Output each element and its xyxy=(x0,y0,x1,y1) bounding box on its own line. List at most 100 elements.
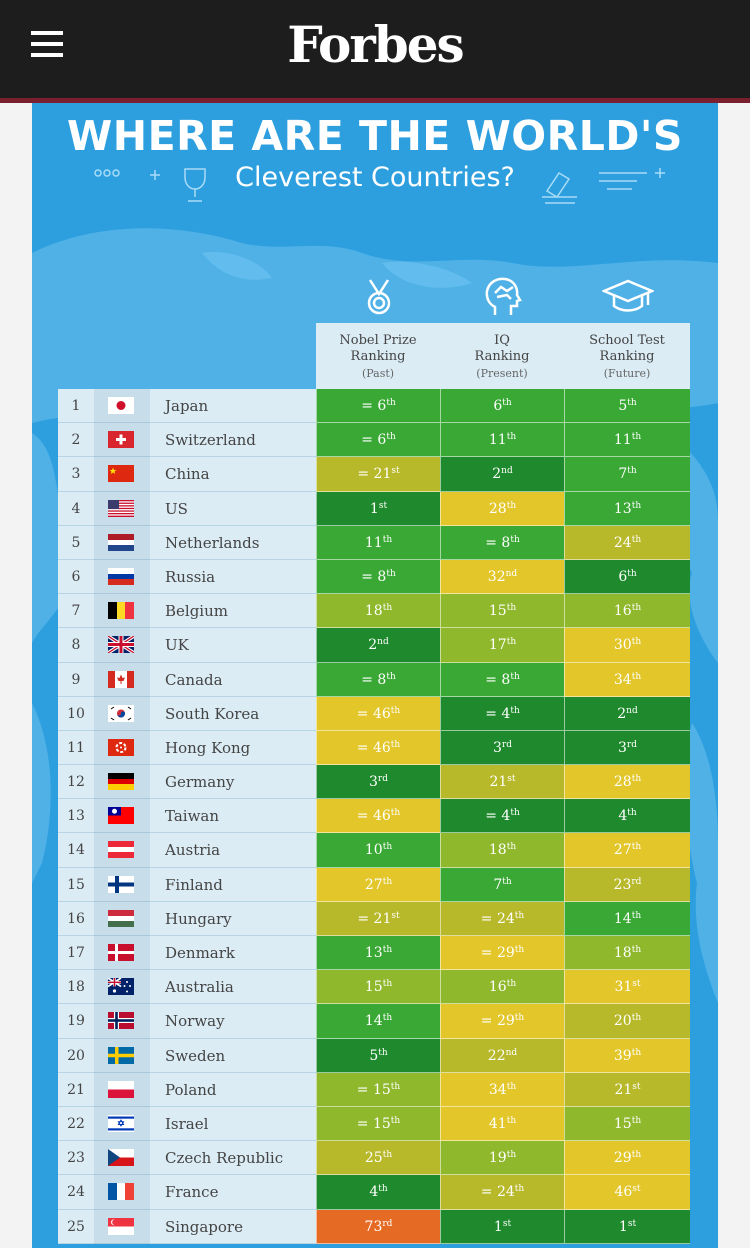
rank-suffix: th xyxy=(382,534,393,545)
rank-suffix: st xyxy=(507,774,516,785)
country-name: Sweden xyxy=(150,1038,316,1073)
rank-suffix: st xyxy=(627,1218,637,1229)
rank-value: 1 xyxy=(369,500,379,517)
rank-suffix: th xyxy=(506,432,517,443)
rank-value: 3 xyxy=(618,739,627,756)
rank-value: 31 xyxy=(614,979,633,996)
rank-suffix: nd xyxy=(505,568,518,579)
rank-suffix: th xyxy=(627,398,637,408)
rank-value: 15 xyxy=(364,979,383,996)
rank-number: 21 xyxy=(58,1072,94,1107)
flag-taiwan-icon xyxy=(108,807,134,825)
rank-value: 34 xyxy=(488,1081,507,1098)
school-rank-cell: 7th xyxy=(564,457,690,492)
table-row: 7 Belgium 18th 15th 16th xyxy=(58,594,690,629)
rank-value: = 29 xyxy=(480,945,515,961)
rank-suffix: th xyxy=(390,739,401,750)
flag-cell xyxy=(94,457,150,492)
rank-suffix: rd xyxy=(382,1218,393,1229)
rank-suffix: th xyxy=(382,876,393,887)
rank-value: 39 xyxy=(613,1047,632,1064)
rank-suffix: th xyxy=(631,534,642,545)
country-name: France xyxy=(150,1175,316,1210)
flag-cell xyxy=(94,559,150,595)
rank-suffix: rd xyxy=(377,774,388,785)
rank-value: 1 xyxy=(618,1218,628,1235)
rank-suffix: th xyxy=(386,671,396,682)
flag-cell xyxy=(94,1175,150,1210)
rank-value: 17 xyxy=(488,637,507,654)
column-header-panel: Nobel Prize Ranking (Past) IQ Ranking (P… xyxy=(316,323,690,389)
rank-suffix: th xyxy=(631,637,642,648)
flag-france-icon xyxy=(108,1183,134,1201)
school-rank-cell: 4th xyxy=(564,799,690,834)
flag-uk-icon xyxy=(108,636,134,654)
decorative-doodles-left xyxy=(94,168,206,202)
iq-rank-cell: = 29th xyxy=(440,936,564,971)
rank-suffix: th xyxy=(506,603,517,614)
rank-suffix: th xyxy=(514,910,525,921)
rank-value: 18 xyxy=(488,842,507,859)
rank-number: 20 xyxy=(58,1038,94,1073)
rank-value: 21 xyxy=(489,774,508,791)
rank-value: 30 xyxy=(613,637,632,654)
table-row: 24 France 4th = 24th 46st xyxy=(58,1175,690,1210)
iq-rank-cell: 11th xyxy=(440,423,564,458)
country-name: Belgium xyxy=(150,594,316,629)
nobel-rank-cell: = 15th xyxy=(316,1072,440,1107)
rank-suffix: nd xyxy=(505,1047,518,1058)
nobel-rank-cell: = 46th xyxy=(316,696,440,731)
flag-cell xyxy=(94,970,150,1005)
rank-value: 13 xyxy=(364,945,383,961)
rank-suffix: st xyxy=(378,500,388,511)
flag-cell xyxy=(94,1141,150,1176)
rank-value: 6 xyxy=(618,568,628,585)
flag-singapore-icon xyxy=(108,1217,134,1235)
iq-rank-cell: 15th xyxy=(440,594,564,629)
hamburger-menu-icon[interactable] xyxy=(31,30,63,58)
nobel-rank-cell: 27th xyxy=(316,867,440,902)
rank-value: 41 xyxy=(488,1115,507,1132)
table-row: 4 US 1st 28th 13th xyxy=(58,491,690,526)
flag-australia-icon xyxy=(108,978,134,996)
flag-cell xyxy=(94,1004,150,1039)
rank-suffix: nd xyxy=(377,637,389,648)
table-row: 3 China = 21st 2nd 7th xyxy=(58,457,690,492)
rank-suffix: th xyxy=(631,1115,642,1126)
rank-value: = 21 xyxy=(357,466,392,483)
flag-cell xyxy=(94,833,150,868)
table-row: 17 Denmark 13th = 29th 18th xyxy=(58,936,690,971)
rank-number: 16 xyxy=(58,901,94,936)
rank-suffix: th xyxy=(510,808,520,819)
rank-value: 15 xyxy=(488,603,507,620)
nobel-rank-cell: 5th xyxy=(316,1038,440,1073)
rank-value: = 46 xyxy=(356,808,391,825)
rank-number: 7 xyxy=(58,594,94,629)
forbes-logo[interactable]: Forbes xyxy=(287,15,464,74)
nobel-rank-cell: 2nd xyxy=(316,628,440,663)
iq-rank-cell: 34th xyxy=(440,1072,564,1107)
rank-suffix: th xyxy=(386,398,396,408)
iq-rank-cell: 19th xyxy=(440,1141,564,1176)
flag-israel-icon xyxy=(108,1114,134,1132)
flag-hungary-icon xyxy=(108,909,134,927)
rank-value: 28 xyxy=(488,500,507,517)
rank-suffix: th xyxy=(502,876,512,887)
rank-value: 46 xyxy=(614,1184,633,1201)
rank-value: 10 xyxy=(364,842,383,859)
rank-number: 6 xyxy=(58,559,94,595)
rank-value: = 46 xyxy=(356,705,391,722)
rank-value: = 24 xyxy=(480,910,515,927)
country-name: Russia xyxy=(150,559,316,595)
rank-suffix: th xyxy=(627,808,637,819)
rank-number: 22 xyxy=(58,1106,94,1142)
infographic: WHERE ARE THE WORLD'S Cleverest Countrie… xyxy=(32,103,718,1248)
rank-suffix: th xyxy=(514,1013,525,1024)
table-row: 11 Hong Kong = 46th 3rd 3rd xyxy=(58,730,690,766)
rank-suffix: th xyxy=(382,842,393,853)
rank-number: 17 xyxy=(58,936,94,971)
table-row: 5 Netherlands 11th = 8th 24th xyxy=(58,525,690,560)
rank-suffix: th xyxy=(506,842,517,853)
flag-cell xyxy=(94,867,150,902)
rank-suffix: th xyxy=(502,398,512,408)
